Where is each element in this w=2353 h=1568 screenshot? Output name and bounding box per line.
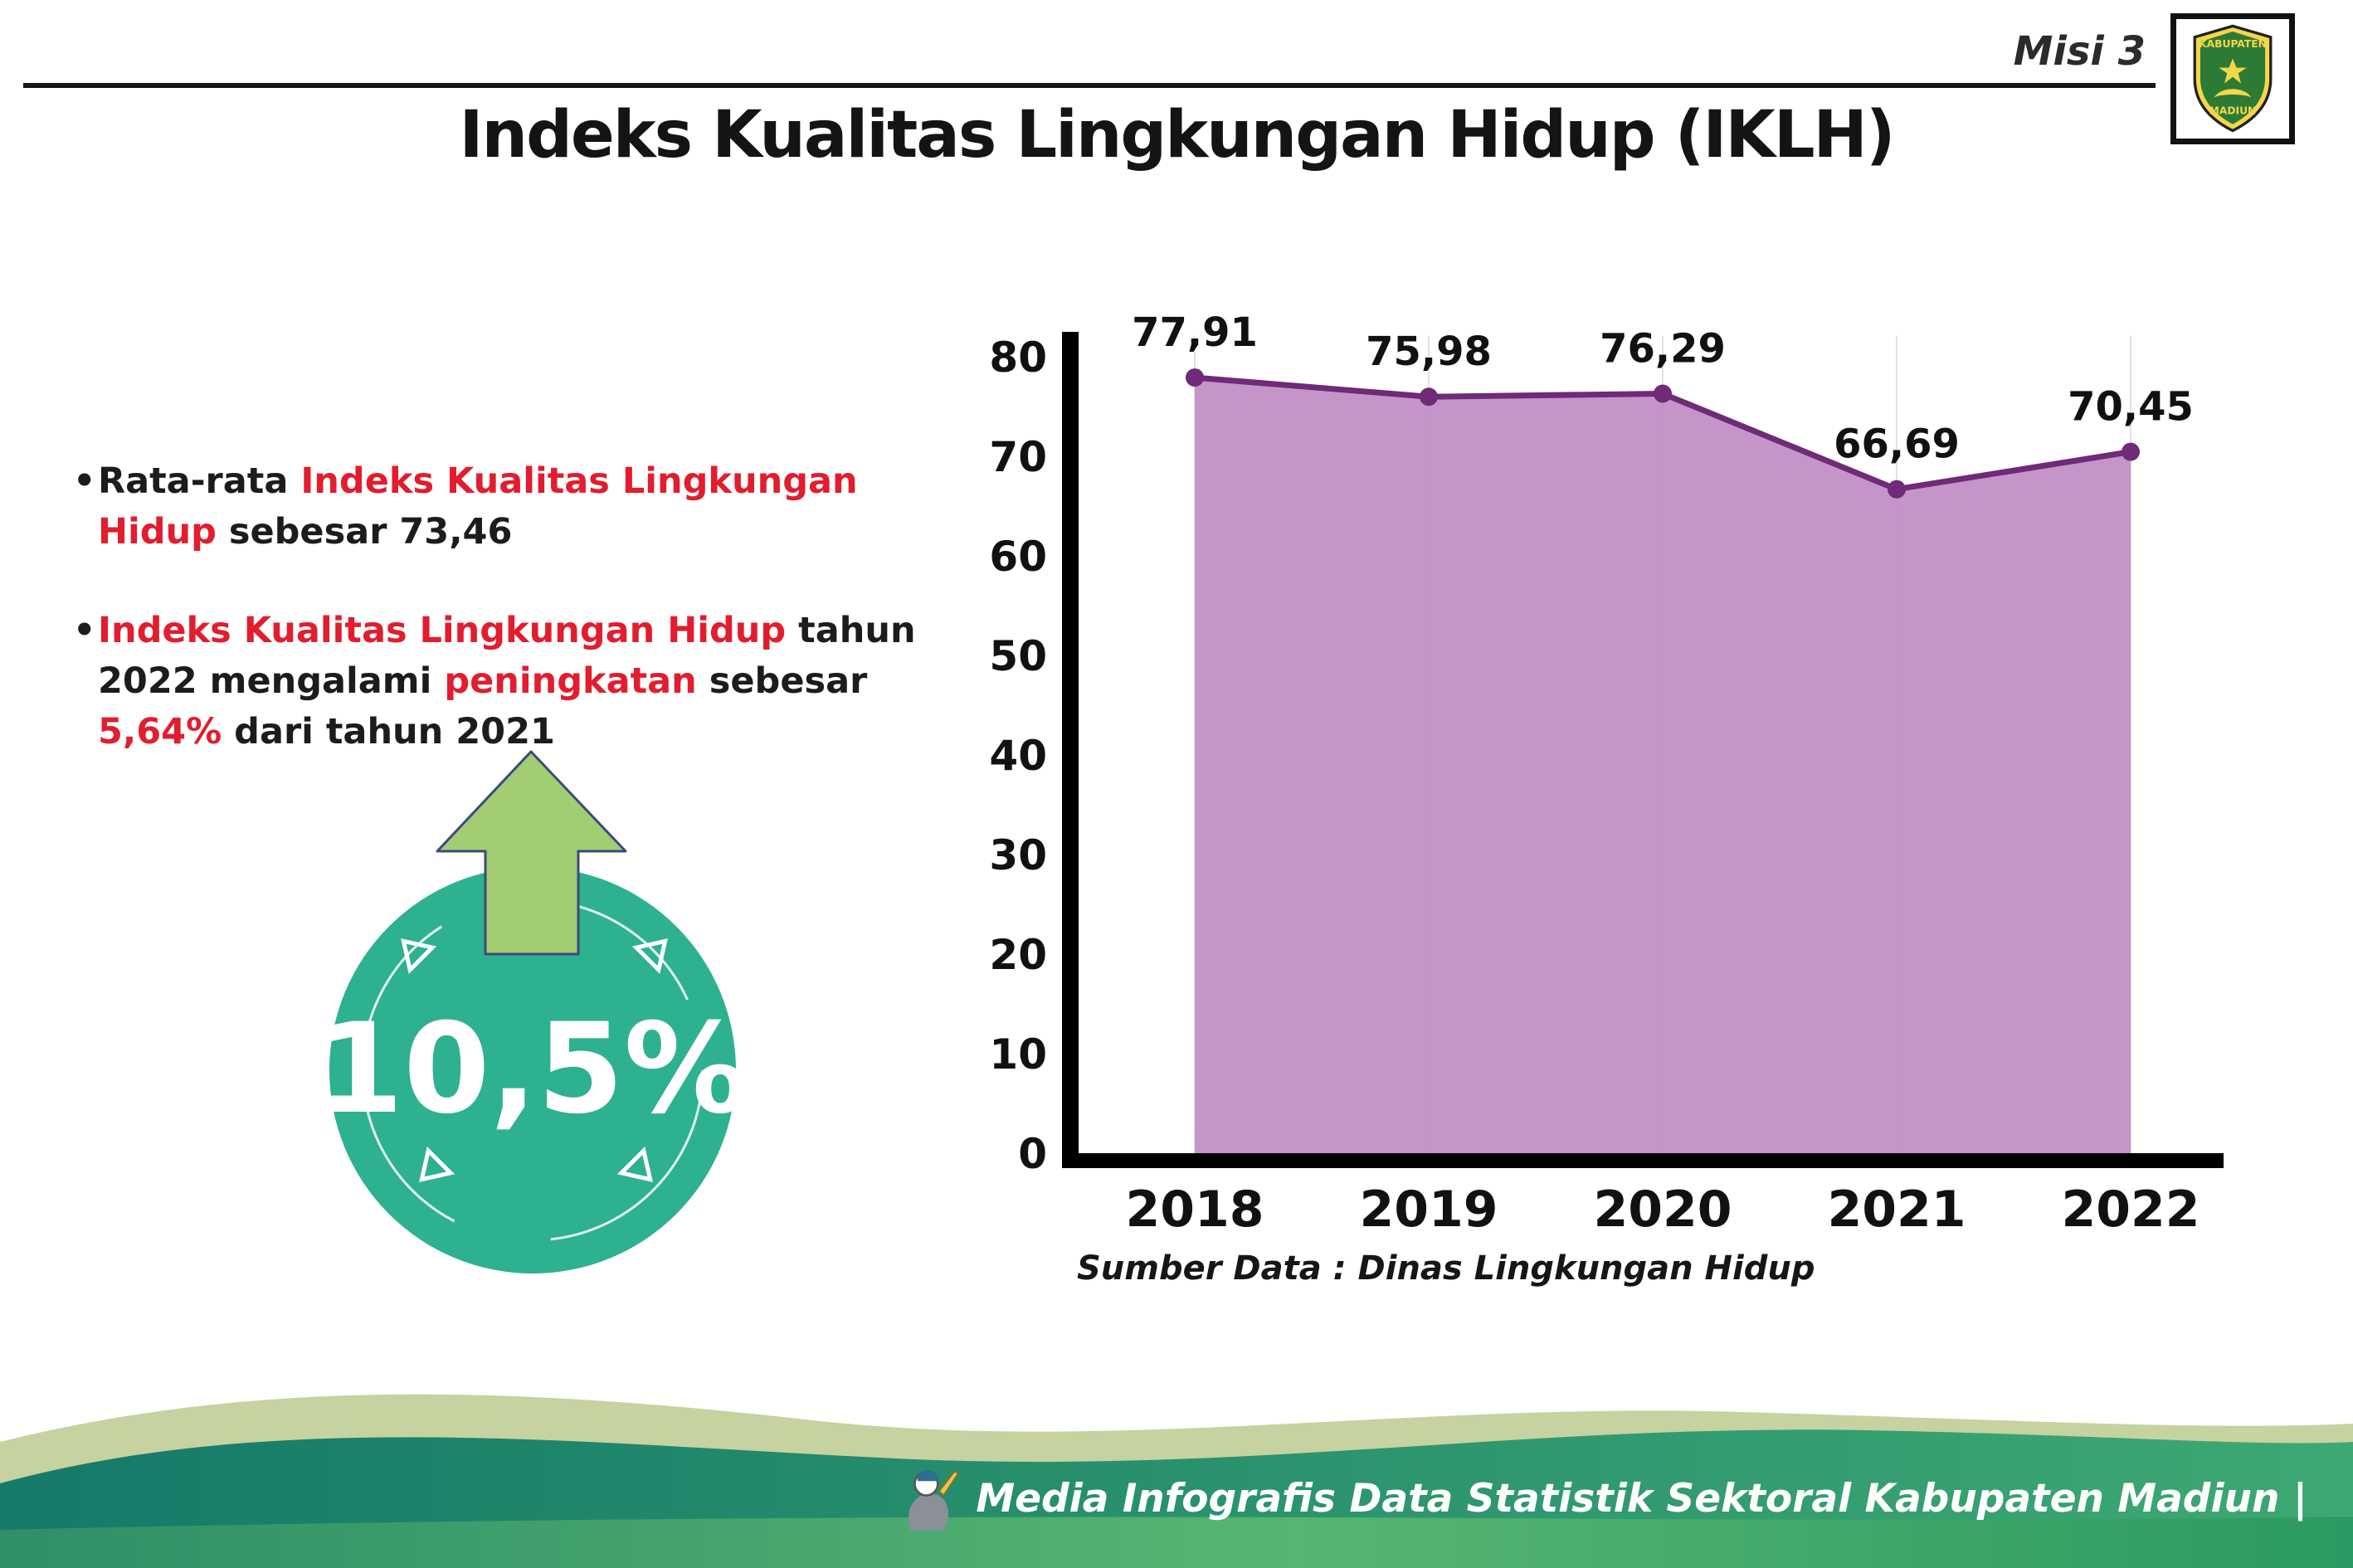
highlighted-text: Indeks Kualitas Lingkungan Hidup <box>98 610 787 652</box>
svg-text:76,29: 76,29 <box>1600 326 1726 373</box>
highlighted-text: peningkatan <box>444 660 697 703</box>
crest-top-text: KABUPATEN <box>2199 38 2267 50</box>
footer-wave <box>0 1394 2353 1568</box>
increase-badge: 10,5% <box>317 745 748 1284</box>
svg-text:70,45: 70,45 <box>2068 384 2194 431</box>
badge-circle <box>329 867 736 1273</box>
svg-text:2020: 2020 <box>1594 1181 1732 1239</box>
svg-text:75,98: 75,98 <box>1366 329 1492 375</box>
iklh-area-chart: 0 10 20 30 40 50 60 70 80 77,91 75,98 76,29 66,69 70,… <box>989 309 2224 1239</box>
highlighted-text: 5,64% <box>98 711 222 753</box>
header-rule <box>23 83 2156 88</box>
increase-value: 10,5% <box>317 997 748 1142</box>
svg-text:60: 60 <box>989 533 1047 581</box>
triangle-decoration-icon <box>401 938 437 975</box>
up-arrow-icon <box>436 750 627 956</box>
chart-value-labels: 77,91 75,98 76,29 66,69 70,45 <box>1132 309 2194 468</box>
svg-text:30: 30 <box>989 831 1047 879</box>
chart-container: 0 10 20 30 40 50 60 70 80 77,91 75,98 76,29 66,69 70,… <box>979 299 2240 1244</box>
misi-label: Misi 3 <box>2013 28 2146 75</box>
summary-bullets: Rata-rata Indeks Kualitas Lingkungan Hid… <box>73 456 965 806</box>
chart-x-labels: 2018 2019 2020 2021 2022 <box>1126 1181 2200 1239</box>
svg-text:77,91: 77,91 <box>1132 309 1258 356</box>
triangle-decoration-icon <box>631 938 668 975</box>
svg-text:80: 80 <box>989 334 1047 382</box>
chart-axes <box>1062 332 2224 1168</box>
mascot-icon <box>909 1469 959 1531</box>
triangle-decoration-icon <box>616 1146 653 1182</box>
crest-garland <box>2214 89 2252 98</box>
footer-credit-text: Media Infografis Data Statistik Sektoral… <box>976 1475 2307 1522</box>
increase-badge-graphic: 10,5% <box>317 750 748 1273</box>
footer-credit: Media Infografis Data Statistik Sektoral… <box>896 1462 2307 1535</box>
chart-points <box>1186 368 2140 499</box>
svg-text:10: 10 <box>989 1030 1047 1079</box>
svg-text:0: 0 <box>1018 1130 1047 1178</box>
wave-green-strip <box>0 1517 2353 1568</box>
bullet-item: Indeks Kualitas Lingkungan Hidup tahun 2… <box>73 606 965 757</box>
plain-text: tahun 2022 mengalami <box>98 610 916 703</box>
source-note: Sumber Data : Dinas Lingkungan Hidup <box>1077 1249 1815 1288</box>
svg-text:50: 50 <box>989 632 1047 680</box>
crest-field <box>2200 32 2266 124</box>
crest-star-icon <box>2219 58 2247 84</box>
svg-text:70: 70 <box>989 433 1047 481</box>
plain-text: sebesar 73,46 <box>216 511 513 553</box>
kabupaten-madiun-logo: KABUPATEN MADIUN <box>2170 13 2295 144</box>
page-title: Indeks Kualitas Lingkungan Hidup (IKLH) <box>459 98 1896 173</box>
bullet-item: Rata-rata Indeks Kualitas Lingkungan Hid… <box>73 456 965 558</box>
chart-y-ticks: 0 10 20 30 40 50 60 70 80 <box>989 334 1047 1178</box>
svg-text:20: 20 <box>989 931 1047 979</box>
plain-text: sebesar <box>696 660 868 703</box>
kabupaten-madiun-crest-icon: KABUPATEN MADIUN <box>2193 24 2273 133</box>
crest-bottom-text: MADIUN <box>2209 105 2257 116</box>
svg-text:2021: 2021 <box>1828 1181 1966 1239</box>
chart-area <box>1195 377 2131 1153</box>
svg-text:66,69: 66,69 <box>1834 421 1960 468</box>
highlighted-text: Indeks Kualitas Lingkungan Hidup <box>98 460 858 553</box>
svg-text:40: 40 <box>989 732 1047 780</box>
svg-text:2018: 2018 <box>1126 1181 1264 1239</box>
plain-text: dari tahun 2021 <box>222 711 555 753</box>
plain-text: Rata-rata <box>98 460 301 502</box>
svg-text:2019: 2019 <box>1360 1181 1498 1239</box>
svg-text:2022: 2022 <box>2062 1181 2200 1239</box>
triangle-decoration-icon <box>419 1146 455 1182</box>
